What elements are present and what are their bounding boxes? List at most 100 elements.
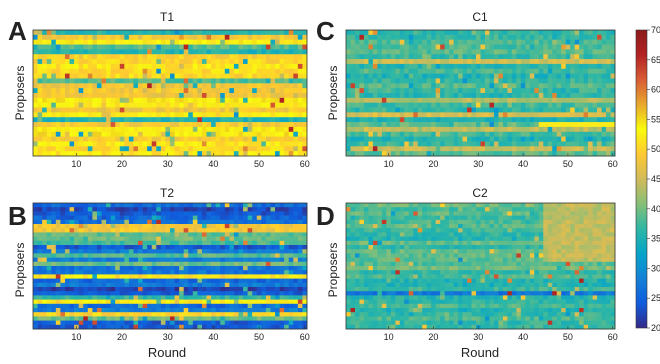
heatmap-cell: [597, 49, 602, 55]
heatmap-cell: [101, 122, 107, 128]
heatmap-cell: [453, 131, 459, 137]
heatmap-cell: [55, 63, 61, 70]
heatmap-cell: [211, 291, 217, 296]
heatmap-cell: [417, 112, 423, 118]
heatmap-cell: [386, 44, 392, 50]
heatmap-cell: [174, 93, 180, 99]
heatmap-cell: [561, 112, 567, 118]
heatmap-cell: [570, 126, 575, 133]
heatmap-cell: [160, 97, 166, 104]
heatmap-cell: [279, 54, 285, 60]
heatmap-cell: [444, 68, 450, 74]
heatmap-cell: [610, 97, 616, 104]
heatmap-cell: [165, 215, 171, 221]
heatmap-cell: [543, 131, 549, 137]
heatmap-cell: [170, 219, 175, 225]
heatmap-cell: [520, 88, 526, 94]
heatmap-cell: [138, 282, 143, 288]
heatmap-cell: [462, 34, 468, 41]
heatmap-cell: [579, 88, 584, 94]
heatmap-cell: [179, 112, 185, 118]
heatmap-cell: [368, 54, 374, 60]
x-ticks: 10 20 30 40 50 60: [71, 326, 310, 342]
heatmap-cell: [350, 122, 356, 128]
heatmap-cell: [431, 122, 437, 128]
heatmap-cell: [96, 236, 102, 242]
heatmap-cell: [106, 224, 111, 229]
heatmap-cell: [265, 59, 271, 65]
heatmap-cell: [243, 245, 248, 250]
heatmap-cell: [138, 39, 143, 45]
heatmap-cell: [404, 146, 410, 152]
heatmap-cell: [395, 112, 401, 118]
heatmap-cell: [511, 44, 517, 50]
heatmap-cell: [520, 117, 526, 123]
heatmap-cell: [395, 93, 401, 99]
heatmap-cell: [493, 44, 499, 50]
heatmap-cell: [363, 68, 369, 74]
heatmap-cell: [165, 261, 171, 267]
heatmap-cell: [570, 83, 575, 89]
heatmap-cell: [224, 151, 230, 157]
heatmap-cell: [261, 291, 267, 296]
heatmap-cell: [252, 78, 258, 84]
heatmap-cell: [170, 287, 175, 292]
heatmap-cell: [133, 141, 139, 147]
heatmap-cell: [511, 136, 517, 142]
heatmap-cell: [92, 151, 98, 157]
heatmap-cell: [359, 44, 365, 50]
heatmap-cell: [110, 30, 116, 36]
heatmap-cell: [354, 151, 360, 157]
heatmap-cell: [115, 245, 121, 250]
heatmap-cell: [610, 136, 616, 142]
heatmap-cell: [192, 312, 198, 317]
heatmap-cell: [51, 295, 57, 300]
heatmap-cell: [78, 44, 84, 50]
heatmap-cell: [588, 54, 593, 60]
heatmap-cell: [565, 73, 571, 79]
heatmap-cell: [520, 93, 526, 99]
heatmap-cell: [160, 83, 166, 89]
heatmap-cell: [256, 88, 262, 94]
heatmap-cell: [201, 320, 207, 326]
heatmap-cell: [64, 151, 70, 157]
heatmap-cell: [101, 245, 107, 250]
heatmap-cell: [561, 102, 567, 108]
heatmap-cell: [265, 249, 271, 254]
heatmap-cell: [610, 34, 616, 41]
heatmap-cell: [46, 141, 52, 147]
heatmap-cell: [270, 295, 276, 300]
heatmap-cell: [511, 78, 517, 84]
heatmap-cell: [359, 83, 365, 89]
heatmap-cell: [87, 207, 93, 212]
heatmap-cell: [261, 49, 267, 55]
heatmap-cell: [484, 83, 490, 89]
heatmap-cell: [233, 136, 239, 142]
heatmap-cell: [252, 93, 258, 99]
heatmap-cell: [151, 324, 157, 330]
heatmap-cell: [78, 88, 84, 94]
heatmap-cell: [119, 122, 125, 128]
heatmap-cell: [265, 266, 271, 271]
heatmap-cell: [372, 63, 378, 70]
heatmap-cell: [350, 68, 356, 74]
heatmap-cell: [151, 39, 157, 45]
heatmap-cell: [55, 312, 61, 317]
heatmap-cell: [565, 141, 571, 147]
heatmap-cell: [224, 274, 230, 279]
heatmap-cell: [297, 68, 303, 74]
heatmap-cell: [133, 73, 139, 79]
heatmap-cell: [346, 34, 351, 41]
heatmap-cell: [476, 102, 481, 108]
heatmap-cell: [556, 68, 562, 74]
heatmap-cell: [606, 88, 611, 94]
heatmap-cell: [363, 112, 369, 118]
heatmap-cell: [101, 34, 107, 41]
heatmap-cell: [128, 232, 134, 237]
heatmap-cell: [165, 295, 171, 300]
heatmap-cell: [142, 63, 148, 70]
heatmap-cell: [386, 83, 392, 89]
heatmap-cell: [368, 126, 374, 133]
heatmap-cell: [55, 73, 61, 79]
heatmap-cell: [413, 151, 419, 157]
